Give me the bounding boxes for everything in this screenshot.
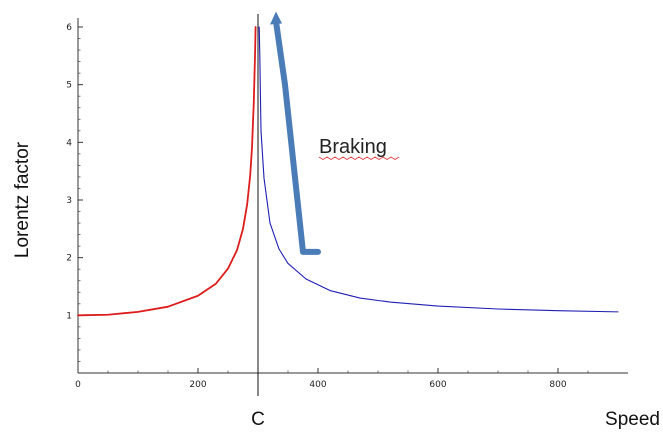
y-tick-label: 6	[66, 23, 72, 33]
annotations	[270, 11, 400, 255]
spellcheck-underline	[318, 156, 400, 161]
x-tick-label: 600	[429, 380, 446, 390]
x-tick-label: 0	[75, 380, 81, 390]
y-tick-label: 4	[66, 138, 72, 148]
series-line-blue	[258, 26, 619, 313]
x-tick-label: 200	[189, 380, 206, 390]
x-axis-label: Speed	[605, 409, 660, 430]
y-tick-label: 2	[66, 254, 72, 264]
y-tick-label: 5	[66, 81, 72, 91]
axes	[77, 14, 628, 396]
x-tick-label: 800	[549, 380, 566, 390]
y-tick-label: 1	[66, 311, 72, 321]
data-series	[77, 26, 619, 317]
x-tick-label: 400	[309, 380, 326, 390]
y-axis-label: Lorentz factor	[12, 141, 33, 258]
axis-labels: Lorentz factor Speed C Braking	[12, 136, 660, 430]
braking-arrow-head	[270, 11, 282, 25]
y-tick-label: 3	[66, 196, 72, 206]
speed-of-light-label: C	[251, 409, 265, 430]
braking-arrow	[273, 18, 321, 255]
braking-annotation-label: Braking	[319, 136, 387, 158]
tick-labels: 0 200 400 600 800 1 2 3 4 5 6	[66, 23, 567, 390]
series-line-red	[77, 26, 257, 317]
